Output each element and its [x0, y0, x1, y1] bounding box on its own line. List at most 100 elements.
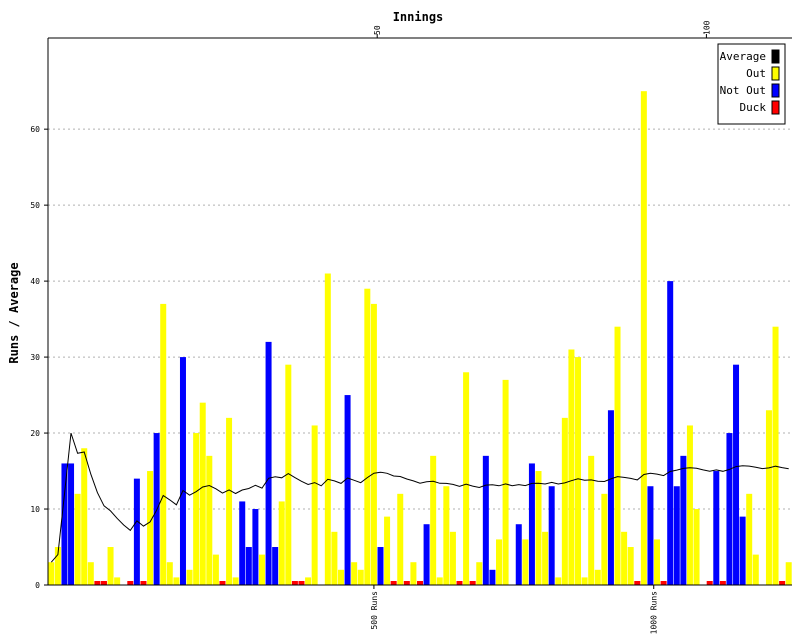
bar-not-out	[423, 524, 430, 585]
bar-out	[166, 562, 173, 585]
bar-out	[430, 455, 437, 585]
bar-not-out	[739, 516, 746, 585]
bar-out	[601, 493, 608, 585]
bar-out	[522, 539, 529, 585]
legend-swatch-average	[771, 49, 780, 64]
bar-out	[752, 554, 759, 585]
bar-out	[693, 509, 700, 585]
bar-not-out	[680, 455, 687, 585]
bar-not-out	[179, 357, 186, 585]
bar-not-out	[667, 281, 674, 585]
bar-duck	[140, 581, 147, 585]
legend-swatch-duck	[771, 100, 780, 115]
bar-out	[542, 531, 549, 585]
bar-out	[621, 531, 628, 585]
bar-out	[193, 433, 200, 585]
bar-out	[410, 562, 417, 585]
bar-out	[581, 577, 588, 585]
bar-not-out	[61, 463, 68, 585]
bar-not-out	[239, 501, 246, 585]
bar-out	[614, 326, 621, 585]
legend-label-out: Out	[746, 67, 766, 80]
bar-out	[212, 554, 219, 585]
bar-out	[654, 539, 661, 585]
bar-duck	[660, 581, 667, 585]
bar-duck	[403, 581, 410, 585]
bar-not-out	[265, 341, 272, 585]
bar-out	[443, 486, 450, 585]
bar-out	[87, 562, 94, 585]
bar-out	[107, 547, 114, 585]
bar-out	[496, 539, 503, 585]
bar-not-out	[733, 364, 740, 585]
bar-out	[147, 471, 154, 585]
bar-out	[160, 303, 167, 585]
milestone-label: 500 Runs	[370, 591, 379, 630]
bar-out	[285, 364, 292, 585]
bar-not-out	[252, 509, 259, 585]
run-milestones: 500 Runs 1000 Runs	[370, 585, 659, 634]
legend-swatch-out	[771, 66, 780, 81]
bar-duck	[706, 581, 713, 585]
bar-out	[311, 425, 318, 585]
bar-not-out	[548, 486, 555, 585]
bar-not-out	[482, 455, 489, 585]
bar-out	[535, 471, 542, 585]
bar-out	[370, 303, 377, 585]
milestone-label: 1000 Runs	[650, 591, 659, 635]
bar-out	[772, 326, 779, 585]
bar-out	[258, 554, 265, 585]
bar-not-out	[673, 486, 680, 585]
y-tick-label: 20	[30, 429, 40, 438]
bar-out	[81, 448, 88, 585]
legend-label-not-out: Not Out	[720, 84, 766, 97]
bar-not-out	[713, 471, 720, 585]
bar-out	[397, 493, 404, 585]
legend-swatch-not-out	[771, 83, 780, 98]
bar-not-out	[245, 547, 252, 585]
bar-out	[206, 455, 213, 585]
bar-out	[186, 569, 193, 585]
bar-out	[331, 531, 338, 585]
innings-tick-label: 50	[373, 25, 382, 35]
bar-duck	[469, 581, 476, 585]
bar-out	[575, 357, 582, 585]
bar-out	[305, 577, 312, 585]
bar-out	[226, 417, 233, 585]
y-tick-label: 10	[30, 505, 40, 514]
innings-tick-label: 100	[702, 20, 711, 35]
innings-ticks: 50 100	[373, 20, 711, 38]
bar-not-out	[515, 524, 522, 585]
legend-label-average: Average	[720, 50, 766, 63]
bar-out	[502, 379, 509, 585]
bar-out	[627, 547, 634, 585]
y-tick-label: 50	[30, 201, 40, 210]
bar-out	[48, 562, 55, 585]
bar-out	[324, 273, 331, 585]
bar-not-out	[726, 433, 733, 585]
bar-out	[74, 493, 81, 585]
bar-out	[463, 372, 470, 585]
bar-out	[436, 577, 443, 585]
bar-out	[449, 531, 456, 585]
bar-not-out	[647, 486, 654, 585]
bar-duck	[390, 581, 397, 585]
bar-duck	[456, 581, 463, 585]
bar-out	[337, 569, 344, 585]
bar-out	[594, 569, 601, 585]
y-axis-title: Runs / Average	[7, 262, 21, 363]
bar-out	[746, 493, 753, 585]
x-axis-title: Innings	[393, 10, 444, 24]
bar-out	[232, 577, 239, 585]
bar-not-out	[344, 395, 351, 585]
bar-out	[199, 402, 206, 585]
bar-not-out	[528, 463, 535, 585]
bar-out	[173, 577, 180, 585]
bar-duck	[219, 581, 226, 585]
bar-not-out	[272, 547, 279, 585]
bar-out	[765, 410, 772, 585]
run-bars	[48, 91, 792, 586]
y-ticks: 0 10 20 30 40 50 60	[30, 125, 48, 590]
bar-not-out	[489, 569, 496, 585]
